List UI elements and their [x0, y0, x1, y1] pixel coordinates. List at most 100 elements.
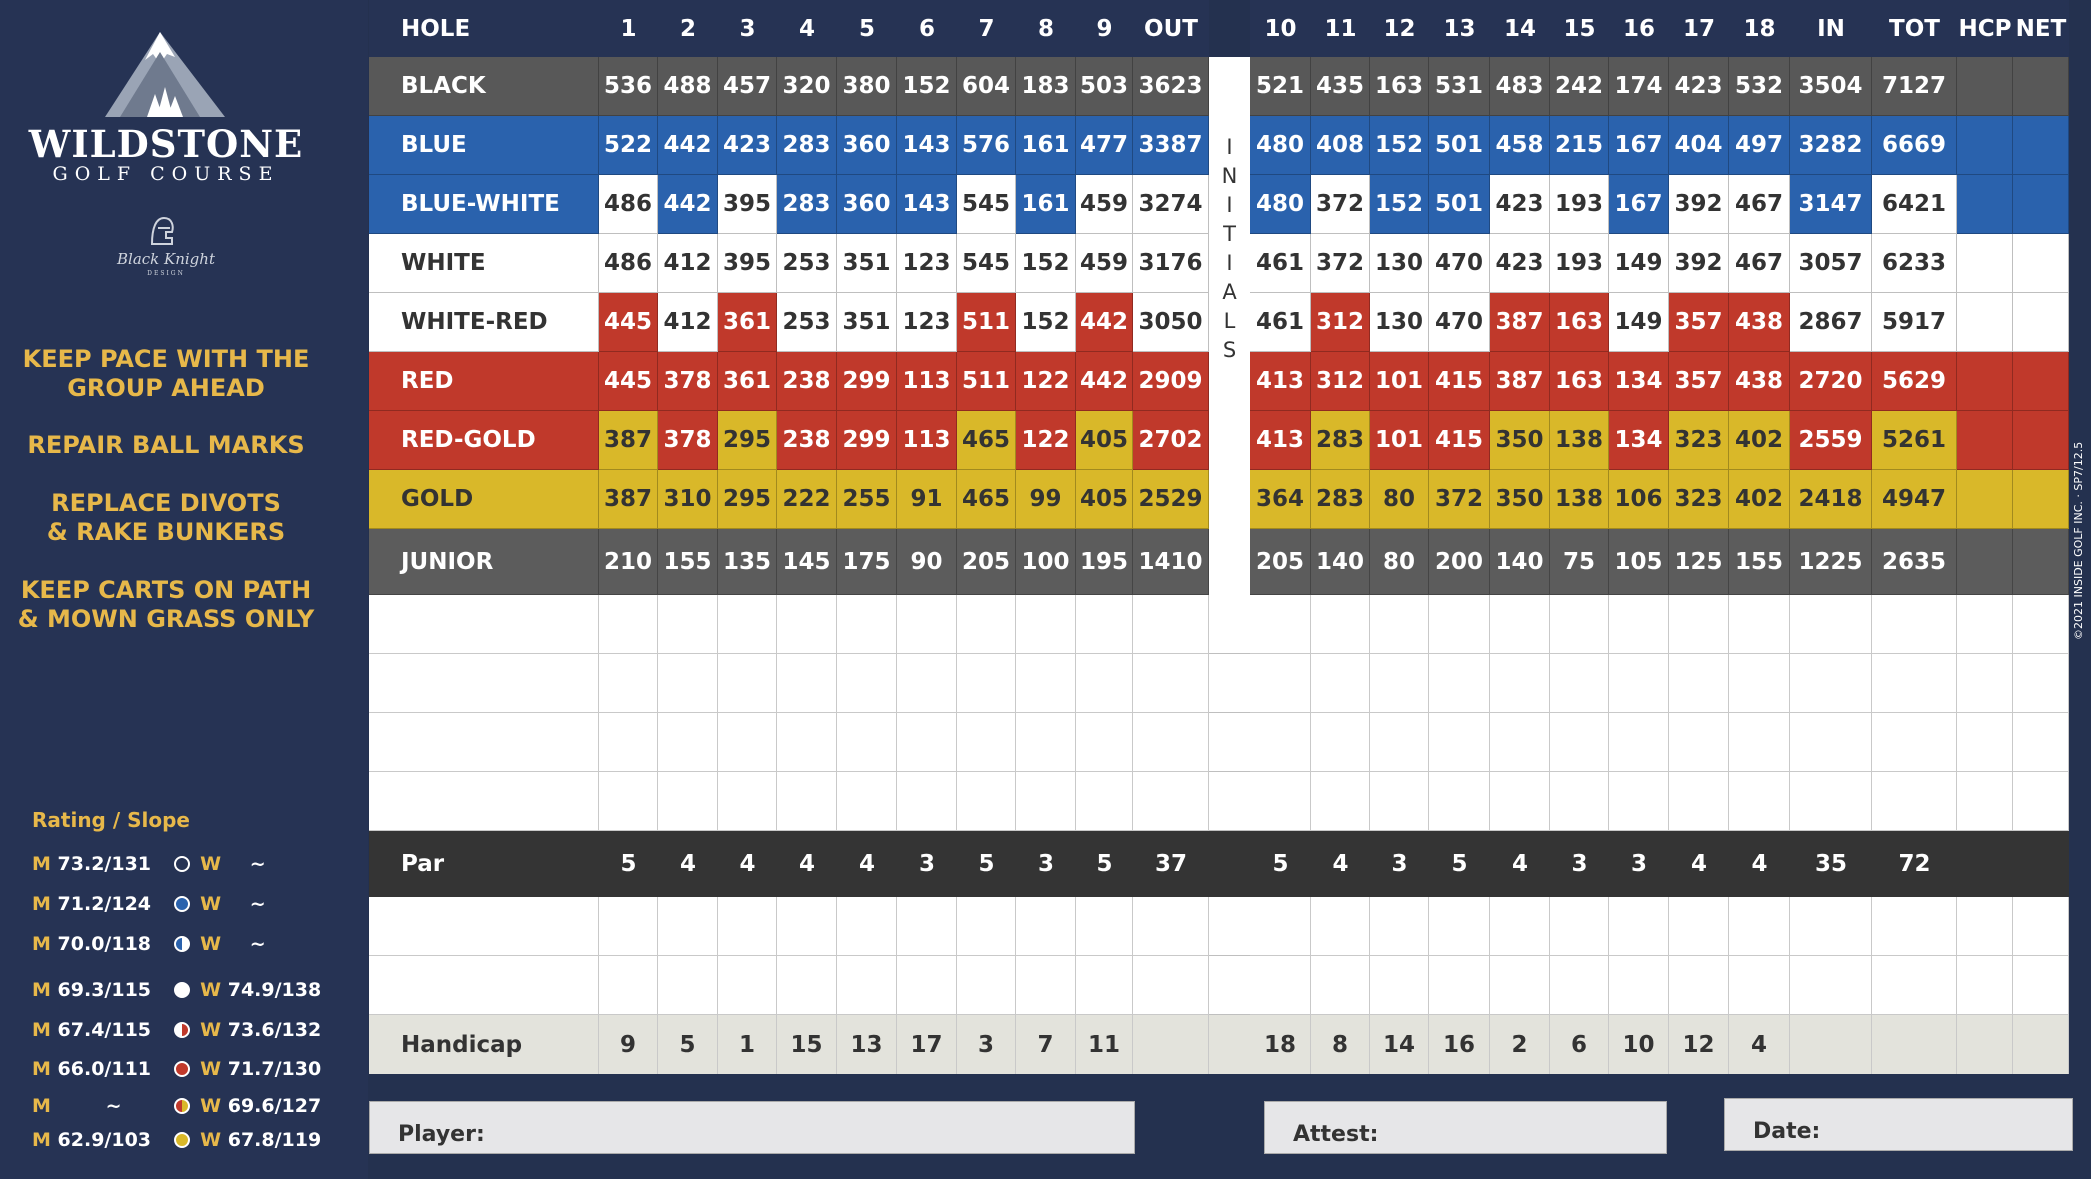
score-cell[interactable] — [1609, 595, 1669, 654]
score-cell[interactable] — [1609, 654, 1669, 713]
score-cell[interactable] — [1957, 116, 2013, 175]
score-cell[interactable] — [2013, 956, 2069, 1015]
score-cell[interactable] — [658, 654, 718, 713]
score-cell[interactable] — [658, 713, 718, 772]
score-cell[interactable] — [1133, 772, 1209, 831]
score-cell[interactable] — [2013, 897, 2069, 956]
score-cell[interactable] — [1370, 772, 1429, 831]
score-cell[interactable] — [718, 897, 777, 956]
score-cell[interactable] — [1370, 713, 1429, 772]
score-cell[interactable] — [897, 772, 957, 831]
score-cell[interactable] — [1311, 595, 1370, 654]
score-cell[interactable] — [718, 595, 777, 654]
score-cell[interactable] — [2013, 116, 2069, 175]
player-name-cell[interactable] — [369, 654, 599, 713]
score-cell[interactable] — [718, 713, 777, 772]
score-cell[interactable] — [1490, 897, 1550, 956]
score-cell[interactable] — [1550, 654, 1609, 713]
score-cell[interactable] — [1076, 654, 1133, 713]
score-cell[interactable] — [1957, 654, 2013, 713]
score-cell[interactable] — [837, 897, 897, 956]
score-cell[interactable] — [1370, 595, 1429, 654]
score-cell[interactable] — [1957, 897, 2013, 956]
score-cell[interactable] — [1957, 595, 2013, 654]
score-cell[interactable] — [1957, 57, 2013, 116]
score-cell[interactable] — [1729, 595, 1790, 654]
attest-field[interactable]: Attest: — [1264, 1101, 1667, 1154]
score-cell[interactable] — [957, 956, 1016, 1015]
score-cell[interactable] — [777, 897, 837, 956]
score-cell[interactable] — [2013, 411, 2069, 470]
score-cell[interactable] — [2013, 234, 2069, 293]
score-cell[interactable] — [1790, 897, 1872, 956]
score-cell[interactable] — [897, 956, 957, 1015]
score-cell[interactable] — [1550, 956, 1609, 1015]
score-cell[interactable] — [658, 956, 718, 1015]
score-cell[interactable] — [1669, 595, 1729, 654]
score-cell[interactable] — [777, 595, 837, 654]
score-cell[interactable] — [599, 713, 658, 772]
score-cell[interactable] — [1957, 352, 2013, 411]
score-cell[interactable] — [1609, 772, 1669, 831]
score-cell[interactable] — [2013, 772, 2069, 831]
score-cell[interactable] — [658, 897, 718, 956]
score-cell[interactable] — [1729, 897, 1790, 956]
score-cell[interactable] — [1669, 713, 1729, 772]
player-name-cell[interactable] — [369, 956, 599, 1015]
score-cell[interactable] — [2013, 352, 2069, 411]
score-cell[interactable] — [1669, 897, 1729, 956]
score-cell[interactable] — [1729, 772, 1790, 831]
score-cell[interactable] — [897, 595, 957, 654]
score-cell[interactable] — [1016, 595, 1076, 654]
date-field[interactable]: Date: — [1724, 1098, 2073, 1151]
score-cell[interactable] — [1490, 595, 1550, 654]
score-cell[interactable] — [1490, 772, 1550, 831]
score-cell[interactable] — [777, 713, 837, 772]
score-cell[interactable] — [897, 654, 957, 713]
score-cell[interactable] — [2013, 713, 2069, 772]
player-name-cell[interactable] — [369, 897, 599, 956]
score-cell[interactable] — [1370, 897, 1429, 956]
score-cell[interactable] — [1490, 956, 1550, 1015]
score-cell[interactable] — [1016, 897, 1076, 956]
score-cell[interactable] — [1250, 772, 1311, 831]
score-cell[interactable] — [599, 956, 658, 1015]
score-cell[interactable] — [658, 595, 718, 654]
score-cell[interactable] — [1429, 772, 1490, 831]
score-cell[interactable] — [1016, 772, 1076, 831]
score-cell[interactable] — [1957, 470, 2013, 529]
score-cell[interactable] — [777, 956, 837, 1015]
score-cell[interactable] — [1490, 654, 1550, 713]
score-cell[interactable] — [1133, 956, 1209, 1015]
score-cell[interactable] — [1790, 713, 1872, 772]
score-cell[interactable] — [1872, 595, 1957, 654]
score-cell[interactable] — [1669, 956, 1729, 1015]
score-cell[interactable] — [1429, 956, 1490, 1015]
score-cell[interactable] — [1957, 956, 2013, 1015]
score-cell[interactable] — [1133, 713, 1209, 772]
score-cell[interactable] — [1790, 956, 1872, 1015]
score-cell[interactable] — [1250, 654, 1311, 713]
score-cell[interactable] — [1370, 956, 1429, 1015]
score-cell[interactable] — [1669, 772, 1729, 831]
score-cell[interactable] — [1550, 713, 1609, 772]
player-name-cell[interactable] — [369, 713, 599, 772]
score-cell[interactable] — [1429, 654, 1490, 713]
score-cell[interactable] — [1016, 654, 1076, 713]
score-cell[interactable] — [1957, 175, 2013, 234]
score-cell[interactable] — [1669, 654, 1729, 713]
score-cell[interactable] — [1729, 713, 1790, 772]
score-cell[interactable] — [1957, 293, 2013, 352]
score-cell[interactable] — [1429, 713, 1490, 772]
score-cell[interactable] — [1550, 772, 1609, 831]
player-name-cell[interactable] — [369, 772, 599, 831]
score-cell[interactable] — [718, 654, 777, 713]
score-cell[interactable] — [957, 897, 1016, 956]
score-cell[interactable] — [1250, 595, 1311, 654]
score-cell[interactable] — [1957, 234, 2013, 293]
score-cell[interactable] — [718, 772, 777, 831]
score-cell[interactable] — [1609, 956, 1669, 1015]
score-cell[interactable] — [1790, 595, 1872, 654]
score-cell[interactable] — [837, 956, 897, 1015]
